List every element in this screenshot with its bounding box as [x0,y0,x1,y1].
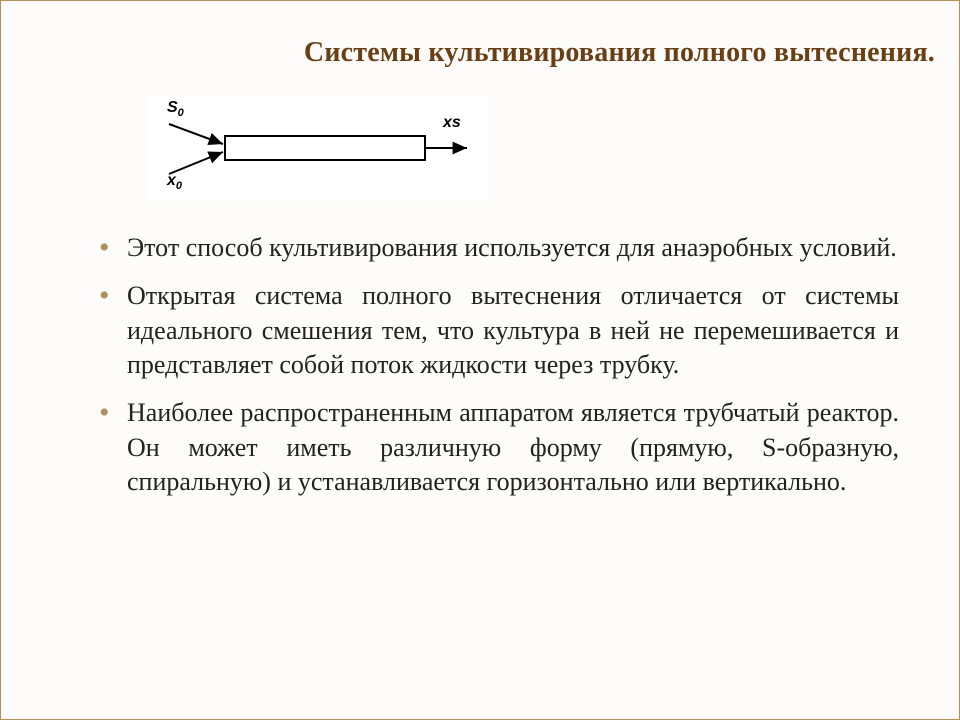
inlet-arrow-bottom [169,152,223,174]
plug-flow-diagram: S0 x0 xs [149,96,489,201]
list-item: Наиболее распространенным аппаратом явля… [93,396,899,499]
label-xs: xs [443,114,461,132]
slide: Системы культивирования полного вытеснен… [0,0,960,720]
list-item: Этот способ культивирования используется… [93,231,899,265]
label-s0: S0 [167,99,184,119]
tube-rect [225,136,425,160]
list-item: Открытая система полного вытеснения отли… [93,279,899,382]
inlet-arrow-top [169,124,223,144]
slide-title: Системы культивирования полного вытеснен… [121,37,935,69]
body-text: Этот способ культивирования используется… [93,231,899,513]
label-x0: x0 [167,172,182,192]
diagram-svg [149,96,489,201]
